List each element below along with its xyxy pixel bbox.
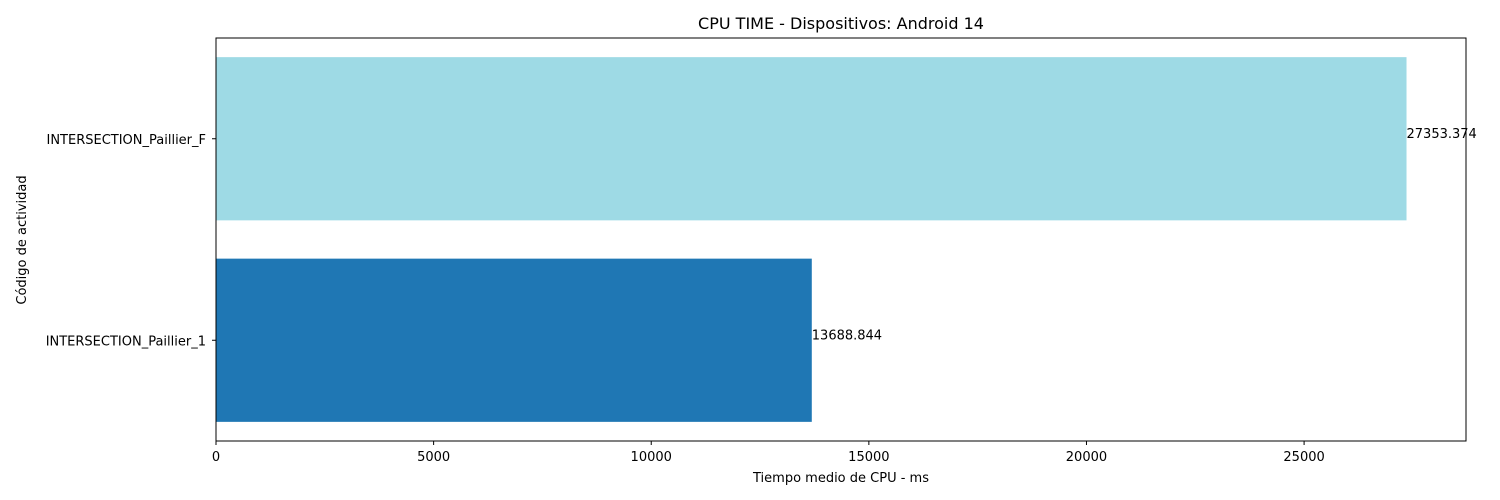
chart-title: CPU TIME - Dispositivos: Android 14 [698, 14, 984, 33]
data-label: 27353.374 [1407, 127, 1477, 142]
x-tick-label: 0 [212, 450, 220, 465]
x-axis-ticks: 0 5000 10000 15000 20000 25000 [212, 441, 1325, 465]
x-tick-label: 15000 [848, 450, 889, 465]
y-tick-label: INTERSECTION_Paillier_1 [46, 334, 206, 349]
x-tick-label: 25000 [1283, 450, 1324, 465]
x-axis-label: Tiempo medio de CPU - ms [752, 471, 929, 486]
x-tick-label: 5000 [417, 450, 450, 465]
data-labels: 13688.844 27353.374 [812, 127, 1477, 344]
y-axis-label: Código de actividad [15, 175, 30, 304]
y-tick-label: INTERSECTION_Paillier_F [46, 133, 206, 148]
bars [216, 57, 1407, 422]
x-tick-label: 20000 [1066, 450, 1107, 465]
x-tick-label: 10000 [631, 450, 672, 465]
bar-intersection-paillier-1 [216, 258, 812, 422]
y-axis-ticks: INTERSECTION_Paillier_1 INTERSECTION_Pail… [46, 133, 216, 349]
data-label: 13688.844 [812, 328, 882, 343]
plot-frame [215, 37, 1467, 442]
bar-intersection-paillier-f [216, 57, 1407, 221]
